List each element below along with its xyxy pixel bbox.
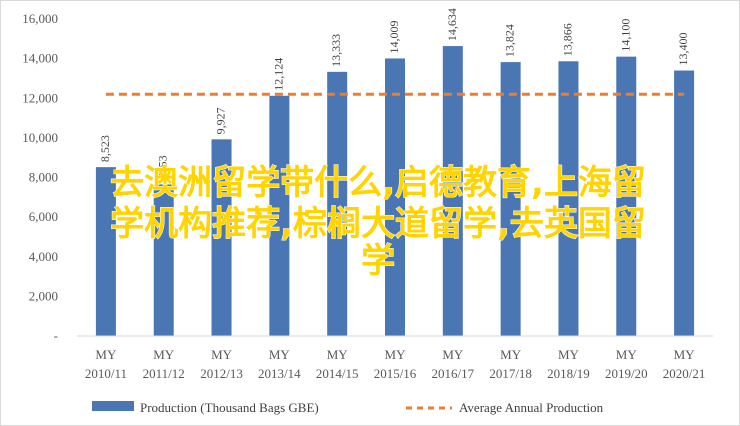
legend-production-swatch: [92, 401, 134, 411]
y-tick-label: 6,000: [29, 209, 58, 224]
x-tick-label: MY: [153, 347, 175, 362]
bar: [442, 46, 463, 336]
x-tick-label: 2011/12: [143, 366, 185, 381]
bar: [558, 61, 579, 336]
bar: [95, 167, 116, 336]
x-tick-label: MY: [211, 347, 233, 362]
bar: [327, 71, 348, 336]
y-tick-label: 14,000: [22, 51, 58, 66]
x-tick-label: 2018/19: [547, 366, 590, 381]
data-label: 13,866: [560, 23, 574, 56]
overlay-line-2: 学机构推荐,棕榈大道留学,去英国留: [110, 204, 646, 244]
y-tick-label: 8,000: [29, 170, 58, 185]
x-tick-label: MY: [95, 347, 117, 362]
x-tick-label: MY: [269, 347, 291, 362]
x-tick-label: 2013/14: [258, 366, 301, 381]
bar: [500, 62, 521, 336]
bar-series: [95, 46, 695, 337]
x-tick-label: 2016/17: [432, 366, 475, 381]
bar: [674, 70, 695, 336]
bar: [153, 184, 174, 336]
data-label: 13,400: [676, 33, 690, 66]
x-tick-label: MY: [500, 347, 522, 362]
x-tick-label: 2010/11: [85, 366, 127, 381]
bar: [616, 56, 637, 337]
data-label: 12,124: [271, 58, 285, 91]
y-axis: - 2,000 4,000 6,000 8,000 10,000 12,000 14,000 1…: [22, 11, 58, 343]
data-label: 14,009: [387, 20, 401, 53]
x-tick-label: MY: [327, 347, 349, 362]
y-tick-label: 2,000: [29, 288, 58, 303]
y-tick-label: 10,000: [22, 130, 58, 145]
y-tick-label: 12,000: [22, 90, 58, 105]
overlay-text: 去澳洲留学带什么,启德教育,上海留 学机构推荐,棕榈大道留学,去英国留 学: [110, 163, 647, 282]
overlay-line-3: 学: [361, 241, 395, 281]
overlay-line-1: 去澳洲留学带什么,启德教育,上海留: [110, 163, 646, 203]
x-tick-label: MY: [674, 347, 696, 362]
bar: [269, 95, 290, 337]
data-label: 13,824: [503, 24, 517, 57]
x-tick-label: 2012/13: [200, 366, 243, 381]
x-tick-label: MY: [442, 347, 464, 362]
y-tick-label: -: [54, 328, 58, 343]
x-tick-label: MY: [558, 347, 580, 362]
legend-production-label: Production (Thousand Bags GBE): [140, 400, 319, 415]
x-tick-label: 2020/21: [663, 366, 706, 381]
legend: Production (Thousand Bags GBE) Average A…: [92, 400, 604, 415]
data-label: 14,100: [618, 19, 632, 52]
data-label: 8,523: [98, 135, 112, 162]
data-label: 9,927: [214, 107, 228, 134]
y-tick-label: 16,000: [22, 11, 58, 26]
bar: [211, 139, 232, 336]
data-label: 7653: [156, 155, 170, 179]
data-label: 13,333: [329, 34, 343, 67]
x-tick-label: MY: [616, 347, 638, 362]
bar: [385, 58, 405, 336]
data-label: 14,634: [445, 8, 459, 41]
x-tick-label: 2019/20: [605, 366, 648, 381]
x-tick-label: 2015/16: [374, 366, 417, 381]
y-tick-label: 4,000: [29, 249, 58, 264]
x-tick-label: 2017/18: [489, 366, 532, 381]
x-tick-label: MY: [385, 347, 407, 362]
x-axis: MY 2010/11 MY 2011/12 MY 2012/13 MY 2013/14 MY 20…: [77, 335, 713, 381]
data-labels: 8,523 7653 9,927 12,124 13,333 14,009 14,634 13…: [98, 8, 690, 179]
x-tick-label: 2014/15: [316, 366, 359, 381]
legend-average-label: Average Annual Production: [459, 400, 604, 415]
